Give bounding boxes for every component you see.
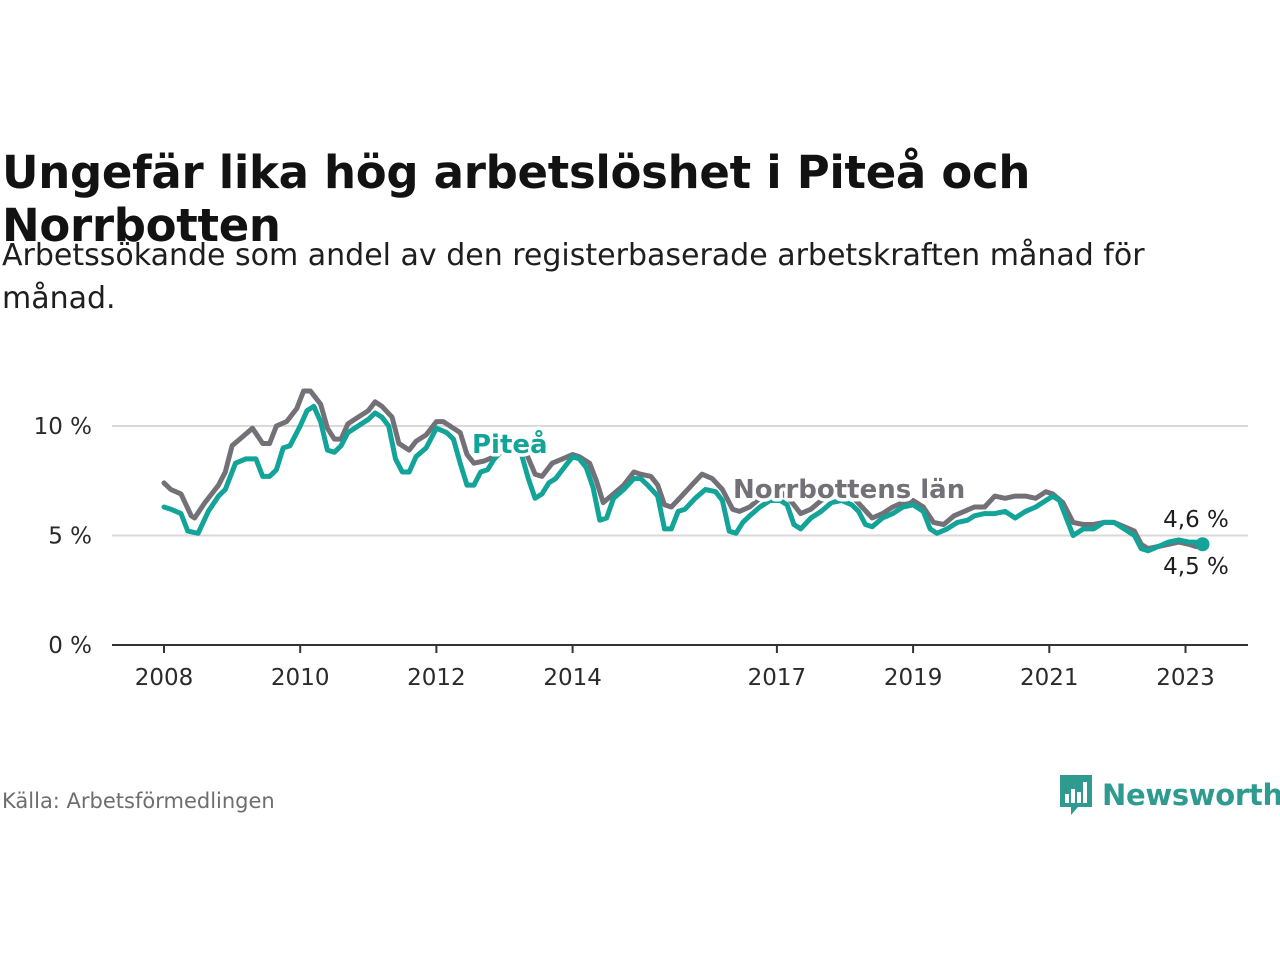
series-layer [161,388,1210,554]
series-label-norrbotten-halo: Norrbottens län [733,475,965,505]
grid-layer [112,425,1248,537]
axis-layer: 0 % 5 % 10 % 2008 2010 2012 2014 2017 2019 2021 20… [34,414,1248,691]
series-line-pite-cont [471,443,1205,554]
brand-name: Newsworthy [1102,778,1280,812]
x-tick-label: 2023 [1156,665,1215,691]
bar-chart-speech-bubble-icon [1060,775,1092,815]
series-line-norrbottens-l-n [161,388,1205,552]
series-label-norrbotten: Norrbottens län [733,475,965,505]
x-tick-label: 2021 [1020,665,1079,691]
end-label-pitea: 4,6 % [1163,507,1229,533]
series-label-pitea-halo: Piteå [472,428,548,460]
brand-logo[interactable]: Newsworthy [1058,773,1280,817]
x-tick-label: 2014 [543,665,602,691]
pitea-end-marker [1195,537,1210,552]
x-tick-label: 2017 [748,665,807,691]
x-tick-label: 2019 [884,665,943,691]
series-label-pitea: Piteå [472,428,548,460]
y-tick-label: 0 % [48,633,92,659]
y-tick-label: 5 % [48,524,92,550]
x-tick-label: 2008 [135,665,194,691]
x-tick-label: 2012 [407,665,466,691]
chart-subtitle: Arbetssökande som andel av den registerb… [2,238,1145,316]
series-line-pite- [161,403,477,536]
y-tick-label: 10 % [34,414,92,440]
chart-title: Ungefär lika hög arbetslöshet i Piteå oc… [2,146,1031,252]
line-chart: 0 % 5 % 10 % 2008 2010 2012 2014 2017 2019 2021 20… [34,388,1248,691]
source-note: Källa: Arbetsförmedlingen [2,789,275,813]
end-label-norrbotten: 4,5 % [1163,554,1229,580]
x-tick-label: 2010 [271,665,330,691]
